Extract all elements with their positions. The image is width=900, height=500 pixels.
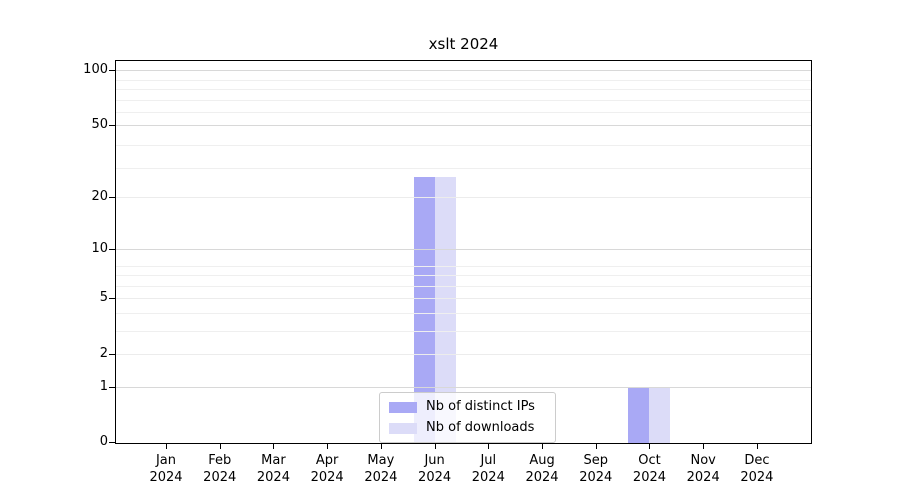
x-tick-year: 2024 <box>203 470 237 485</box>
x-tick-nov <box>703 443 705 449</box>
gridline-minor-7 <box>116 275 811 277</box>
x-tick-label-nov: Nov 2024 <box>675 452 731 486</box>
x-tick-dec <box>756 443 758 449</box>
gridline-minor-69 <box>116 99 811 101</box>
x-tick-month: Feb <box>208 453 232 468</box>
chart-title: xslt 2024 <box>428 35 499 53</box>
x-tick-year: 2024 <box>686 470 720 485</box>
x-tick-may <box>380 443 382 449</box>
legend-label-distinct-ips: Nb of distinct IPs <box>426 399 535 414</box>
x-tick-label-may: May 2024 <box>353 452 409 486</box>
grid-layer <box>116 61 811 443</box>
gridline-minor-59 <box>116 112 811 114</box>
y-tick-1 <box>109 387 115 388</box>
x-tick-month: Aug <box>529 453 555 468</box>
y-tick-0 <box>109 442 115 443</box>
y-tick-50 <box>109 125 115 127</box>
y-tick-label-1: 1 <box>99 379 108 394</box>
x-tick-month: Jul <box>480 453 497 468</box>
x-tick-jul <box>488 443 490 449</box>
y-tick-label-100: 100 <box>83 62 108 78</box>
x-tick-month: Dec <box>744 453 770 468</box>
bar-oct-distinct-ips <box>628 387 650 443</box>
x-tick-year: 2024 <box>471 470 505 485</box>
x-tick-year: 2024 <box>579 470 613 485</box>
legend-swatch-distinct-ips <box>389 401 417 413</box>
gridline-minor-89 <box>116 79 811 81</box>
bar-jun-downloads <box>434 176 456 443</box>
x-tick-year: 2024 <box>149 470 183 485</box>
bars-layer <box>116 61 811 443</box>
x-tick-year: 2024 <box>525 470 559 485</box>
y-tick-label-10: 10 <box>91 241 108 257</box>
bar-jun-distinct-ips <box>413 176 435 443</box>
legend: Nb of distinct IPs Nb of downloads <box>379 392 556 443</box>
x-tick-month: Jun <box>424 453 445 468</box>
gridline-major-1 <box>116 387 811 388</box>
gridline-major-10 <box>116 249 811 251</box>
y-tick-label-20: 20 <box>91 189 108 205</box>
x-tick-label-jan: Jan 2024 <box>138 452 194 486</box>
x-tick-month: May <box>367 453 395 468</box>
x-tick-apr <box>327 443 329 449</box>
y-tick-100 <box>109 70 115 72</box>
x-tick-year: 2024 <box>256 470 290 485</box>
gridline-minor-39 <box>116 145 811 147</box>
x-tick-month: Apr <box>315 453 339 468</box>
x-tick-month: Nov <box>690 453 716 468</box>
x-tick-label-apr: Apr 2024 <box>299 452 355 486</box>
x-tick-mar <box>273 443 275 449</box>
y-tick-label-50: 50 <box>91 117 108 133</box>
legend-row-distinct-ips: Nb of distinct IPs <box>389 399 546 415</box>
x-tick-month: Sep <box>583 453 608 468</box>
y-tick-label-2: 2 <box>99 346 108 362</box>
x-tick-month: Jan <box>155 453 177 468</box>
y-tick-label-0: 0 <box>99 434 108 449</box>
gridline-major-100 <box>116 70 811 72</box>
legend-swatch-downloads <box>389 422 417 434</box>
bar-oct-downloads <box>649 387 671 443</box>
x-tick-year: 2024 <box>740 470 774 485</box>
y-tick-20 <box>109 197 115 199</box>
x-tick-month: Mar <box>261 453 286 468</box>
gridline-major-20 <box>116 197 811 199</box>
x-tick-year: 2024 <box>310 470 344 485</box>
y-tick-5 <box>109 298 115 300</box>
x-tick-label-dec: Dec 2024 <box>729 452 785 486</box>
x-tick-oct <box>649 443 651 449</box>
gridline-major-5 <box>116 298 811 300</box>
x-tick-label-mar: Mar 2024 <box>245 452 301 486</box>
gridline-minor-3 <box>116 331 811 333</box>
plot-area: Nb of distinct IPs Nb of downloads 0 1 2 5 10… <box>83 60 812 485</box>
x-tick-month: Oct <box>638 453 661 468</box>
legend-label-downloads: Nb of downloads <box>426 420 535 435</box>
x-tick-year: 2024 <box>632 470 667 485</box>
x-tick-label-jun: Jun 2024 <box>407 452 463 486</box>
gridline-minor-79 <box>116 89 811 91</box>
x-tick-jan <box>166 443 167 449</box>
y-tick-label-5: 5 <box>99 290 108 306</box>
gridline-major-2 <box>116 354 811 356</box>
gridline-minor-29 <box>116 168 811 170</box>
x-tick-year: 2024 <box>418 470 452 485</box>
x-tick-label-aug: Aug 2024 <box>514 452 570 486</box>
x-tick-jun <box>434 443 436 449</box>
x-tick-sep <box>595 443 597 449</box>
y-tick-10 <box>109 249 115 251</box>
x-tick-aug <box>542 443 544 449</box>
x-tick-label-feb: Feb 2024 <box>192 452 248 486</box>
x-tick-label-oct: Oct 2024 <box>621 452 677 486</box>
legend-row-downloads: Nb of downloads <box>389 420 546 436</box>
x-tick-label-jul: Jul 2024 <box>460 452 516 486</box>
x-tick-year: 2024 <box>364 470 398 485</box>
x-tick-feb <box>219 443 221 449</box>
gridline-minor-4 <box>116 312 811 314</box>
gridline-major-50 <box>116 125 811 127</box>
gridline-minor-8 <box>116 265 811 267</box>
y-tick-2 <box>109 354 115 356</box>
gridline-minor-6 <box>116 285 811 287</box>
x-tick-label-sep: Sep 2024 <box>568 452 624 486</box>
